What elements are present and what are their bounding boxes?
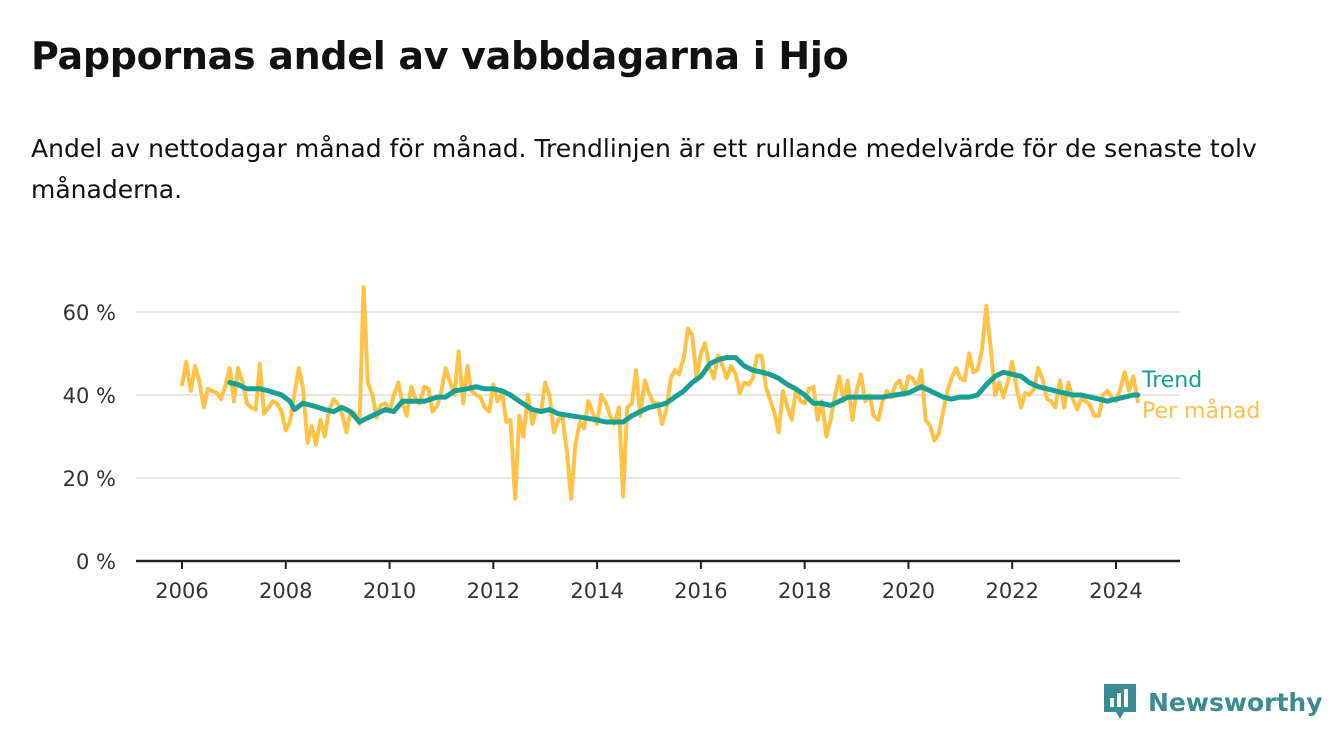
series-lines (180, 285, 1141, 501)
y-tick-label: 60 % (63, 301, 116, 325)
brand-name: Newsworthy (1148, 687, 1323, 717)
x-tick-label: 2010 (363, 579, 416, 603)
x-axis-ticks: 2006 2008 2010 2012 2014 2016 2018 2020 2022 2024 (155, 561, 1143, 603)
y-axis-ticks: 0 % 20 % 40 % 60 % (63, 301, 116, 574)
newsworthy-logo-icon (1104, 684, 1136, 719)
y-tick-label: 0 % (76, 550, 116, 574)
x-tick-label: 2024 (1089, 579, 1142, 603)
grid-lines (136, 311, 1180, 563)
x-tick-label: 2020 (882, 579, 935, 603)
series-line-per-manad (180, 285, 1140, 501)
y-tick-label: 20 % (63, 467, 116, 491)
chart-title: Pappornas andel av vabbdagarna i Hjo (31, 34, 849, 78)
x-tick-label: 2006 (155, 579, 208, 603)
legend-label-per-manad: Per månad (1142, 398, 1260, 424)
x-tick-label: 2018 (778, 579, 831, 603)
chart-subtitle: Andel av nettodagar månad för månad. Tre… (31, 134, 1257, 204)
x-tick-label: 2022 (985, 579, 1038, 603)
inline-legend: Trend Per månad (1141, 368, 1260, 424)
brand-logo: Newsworthy (1102, 682, 1323, 722)
x-tick-label: 2014 (570, 579, 623, 603)
legend-label-trend: Trend (1141, 368, 1202, 393)
x-tick-label: 2012 (467, 579, 520, 603)
x-tick-label: 2008 (259, 579, 312, 603)
series-line-trend (227, 355, 1141, 425)
y-tick-label: 40 % (63, 384, 116, 408)
x-tick-label: 2016 (674, 579, 727, 603)
